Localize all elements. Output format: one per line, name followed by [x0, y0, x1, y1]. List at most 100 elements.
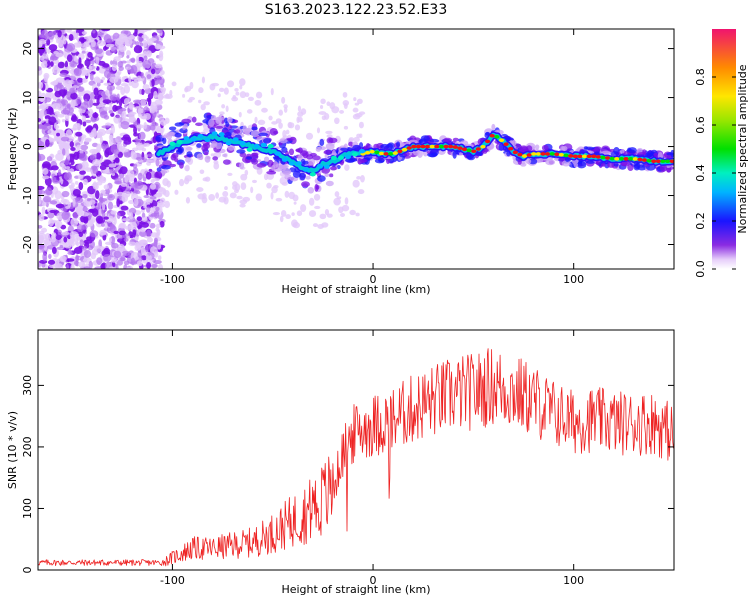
- noise-blob: [81, 224, 88, 230]
- noise-blob: [78, 181, 84, 191]
- noise-blob: [121, 190, 131, 198]
- noise-blob: [82, 206, 88, 213]
- faint-blob: [314, 205, 321, 210]
- ridge-hotspot: [388, 152, 394, 156]
- noise-blob: [87, 51, 93, 58]
- noise-blob: [119, 257, 126, 262]
- ridge-hotspot: [508, 146, 514, 151]
- halo-blob: [365, 143, 371, 150]
- ridge-hotspot: [267, 143, 274, 149]
- chart-title: S163.2023.122.23.52.E33: [265, 2, 448, 18]
- halo-blob: [264, 156, 270, 163]
- noise-blob: [102, 99, 112, 104]
- halo-blob: [429, 138, 440, 143]
- ridge-hotspot: [512, 150, 518, 155]
- halo-blob: [215, 141, 223, 150]
- faint-blob: [281, 96, 286, 104]
- noise-blob: [64, 166, 71, 170]
- halo-blob: [306, 154, 313, 160]
- faint-blob: [165, 93, 173, 100]
- faint-blob: [164, 200, 171, 209]
- halo-blob: [191, 116, 197, 123]
- halo-blob: [620, 149, 625, 154]
- noise-blob: [133, 45, 143, 54]
- noise-blob: [38, 66, 42, 71]
- noise-blob: [153, 259, 162, 265]
- noise-blob: [44, 237, 48, 245]
- noise-blob: [77, 174, 84, 180]
- halo-blob: [396, 141, 401, 148]
- noise-blob: [72, 198, 76, 208]
- spectrogram-blobs: [38, 29, 674, 269]
- noise-blob: [114, 181, 123, 185]
- noise-blob: [100, 176, 107, 184]
- noise-blob: [146, 153, 155, 158]
- faint-blob: [357, 189, 365, 195]
- noise-blob: [74, 220, 80, 224]
- halo-blob: [349, 158, 358, 162]
- noise-blob: [41, 29, 49, 39]
- noise-blob: [83, 178, 88, 186]
- halo-blob: [246, 156, 253, 160]
- noise-blob: [155, 206, 160, 212]
- noise-blob: [103, 184, 110, 190]
- ridge-hotspot: [374, 150, 380, 155]
- noise-blob: [57, 169, 62, 176]
- noise-blob: [115, 85, 124, 90]
- noise-blob: [58, 89, 67, 96]
- noise-blob: [113, 217, 117, 225]
- noise-blob: [38, 185, 45, 190]
- noise-blob: [78, 57, 82, 66]
- noise-blob: [42, 161, 51, 170]
- faint-blob: [236, 195, 243, 200]
- noise-blob: [95, 190, 100, 200]
- noise-blob: [76, 96, 81, 105]
- halo-blob: [378, 157, 385, 163]
- faint-blob: [356, 98, 363, 104]
- noise-blob: [100, 189, 106, 194]
- noise-blob: [75, 131, 83, 137]
- faint-blob: [308, 210, 317, 217]
- ridge-hotspot: [664, 159, 671, 164]
- halo-blob: [459, 152, 464, 156]
- halo-blob: [659, 164, 668, 172]
- halo-blob: [620, 160, 630, 167]
- faint-blob: [270, 191, 274, 200]
- faint-blob: [305, 132, 314, 140]
- halo-blob: [251, 126, 258, 131]
- ridge-hotspot: [239, 140, 246, 146]
- noise-blob: [129, 221, 138, 231]
- noise-blob: [116, 212, 121, 220]
- noise-blob: [123, 139, 132, 145]
- halo-blob: [600, 163, 606, 167]
- faint-blob: [222, 191, 229, 198]
- ridge-hotspot: [581, 154, 588, 159]
- noise-blob: [113, 56, 121, 62]
- halo-blob: [186, 151, 193, 158]
- faint-blob: [226, 80, 235, 88]
- noise-blob: [81, 161, 89, 170]
- noise-blob: [84, 59, 91, 67]
- halo-blob: [297, 154, 303, 162]
- noise-blob: [56, 221, 60, 231]
- faint-blob: [285, 129, 290, 135]
- noise-blob: [115, 135, 123, 144]
- noise-blob: [133, 78, 141, 83]
- ridge-hotspot: [351, 152, 358, 157]
- noise-blob: [146, 229, 152, 237]
- halo-blob: [325, 180, 334, 187]
- noise-blob: [125, 66, 132, 70]
- faint-blob: [281, 181, 288, 186]
- ridge-hotspot: [475, 147, 481, 151]
- noise-blob: [156, 242, 162, 250]
- halo-blob: [541, 144, 549, 151]
- noise-blob: [156, 29, 164, 34]
- noise-blob: [38, 91, 42, 96]
- halo-blob: [179, 161, 184, 169]
- faint-blob: [352, 179, 360, 188]
- noise-blob: [128, 81, 133, 86]
- ridge-hotspot: [489, 133, 495, 138]
- ridge-hotspot: [637, 157, 643, 162]
- noise-blob: [130, 257, 136, 266]
- ridge-hotspot: [197, 133, 204, 139]
